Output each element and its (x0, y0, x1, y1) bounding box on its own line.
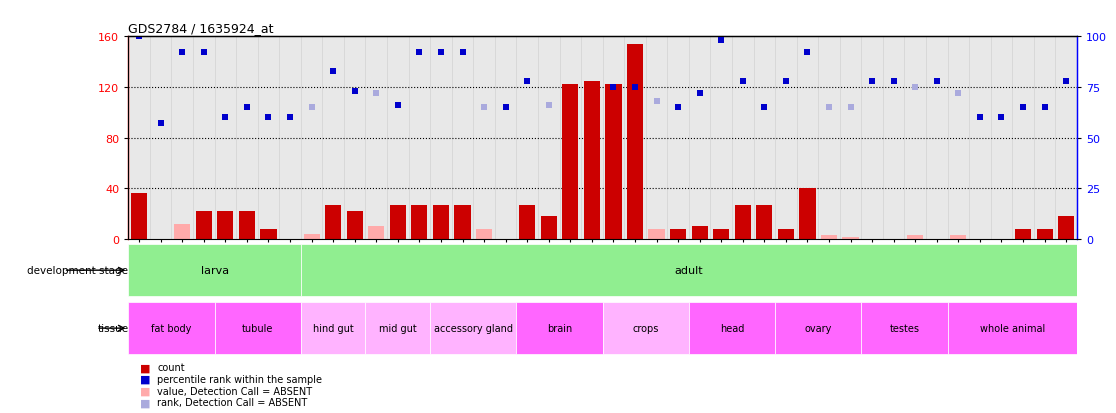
Text: head: head (720, 323, 744, 333)
Text: percentile rank within the sample: percentile rank within the sample (157, 374, 323, 384)
Bar (799, 189, 816, 240)
Text: ■: ■ (140, 363, 150, 373)
Bar (128, 303, 214, 354)
Bar (627, 45, 643, 240)
Bar (454, 205, 471, 240)
Text: count: count (157, 363, 185, 373)
Bar (862, 303, 947, 354)
Bar (195, 212, 212, 240)
Text: rank, Detection Call = ABSENT: rank, Detection Call = ABSENT (157, 397, 308, 407)
Text: mid gut: mid gut (379, 323, 416, 333)
Bar (757, 205, 772, 240)
Bar (1037, 230, 1052, 240)
Text: larva: larva (201, 266, 229, 275)
Bar (260, 230, 277, 240)
Bar (325, 205, 341, 240)
Text: testes: testes (889, 323, 920, 333)
Text: ■: ■ (140, 386, 150, 396)
Bar (430, 303, 517, 354)
Bar (778, 230, 793, 240)
Text: tissue: tissue (97, 323, 128, 333)
Bar (366, 303, 430, 354)
Bar (947, 303, 1077, 354)
Text: accessory gland: accessory gland (434, 323, 512, 333)
Bar (907, 236, 923, 240)
Bar (519, 205, 536, 240)
Bar (301, 245, 1077, 296)
Bar (776, 303, 862, 354)
Bar (951, 236, 966, 240)
Bar (304, 235, 319, 240)
Bar (214, 303, 301, 354)
Bar (131, 194, 147, 240)
Bar (389, 205, 406, 240)
Text: adult: adult (674, 266, 703, 275)
Bar (1058, 217, 1075, 240)
Bar (128, 245, 301, 296)
Text: ■: ■ (140, 397, 150, 407)
Bar (821, 236, 837, 240)
Bar (843, 237, 858, 240)
Bar (689, 303, 776, 354)
Bar (301, 303, 366, 354)
Bar (605, 85, 622, 240)
Text: hind gut: hind gut (312, 323, 354, 333)
Bar (412, 205, 427, 240)
Bar (670, 230, 686, 240)
Bar (540, 217, 557, 240)
Text: whole animal: whole animal (980, 323, 1045, 333)
Text: GDS2784 / 1635924_at: GDS2784 / 1635924_at (128, 21, 273, 35)
Bar (584, 81, 600, 240)
Bar (603, 303, 689, 354)
Bar (218, 212, 233, 240)
Bar (239, 212, 254, 240)
Text: development stage: development stage (27, 266, 128, 275)
Bar (1014, 230, 1031, 240)
Bar (477, 230, 492, 240)
Text: value, Detection Call = ABSENT: value, Detection Call = ABSENT (157, 386, 312, 396)
Bar (648, 230, 665, 240)
Bar (347, 212, 363, 240)
Bar (174, 224, 191, 240)
Bar (692, 227, 708, 240)
Bar (734, 205, 751, 240)
Bar (562, 85, 578, 240)
Bar (433, 205, 449, 240)
Text: ■: ■ (140, 374, 150, 384)
Text: crops: crops (633, 323, 658, 333)
Text: brain: brain (547, 323, 573, 333)
Bar (517, 303, 603, 354)
Text: fat body: fat body (152, 323, 192, 333)
Text: tubule: tubule (242, 323, 273, 333)
Bar (368, 227, 384, 240)
Bar (713, 230, 729, 240)
Text: ovary: ovary (805, 323, 831, 333)
